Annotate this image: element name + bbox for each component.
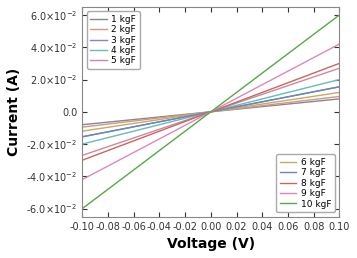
X-axis label: Voltage (V): Voltage (V): [167, 237, 255, 251]
Y-axis label: Current (A): Current (A): [7, 68, 21, 156]
Legend: 6 kgF, 7 kgF, 8 kgF, 9 kgF, 10 kgF: 6 kgF, 7 kgF, 8 kgF, 9 kgF, 10 kgF: [276, 155, 335, 212]
